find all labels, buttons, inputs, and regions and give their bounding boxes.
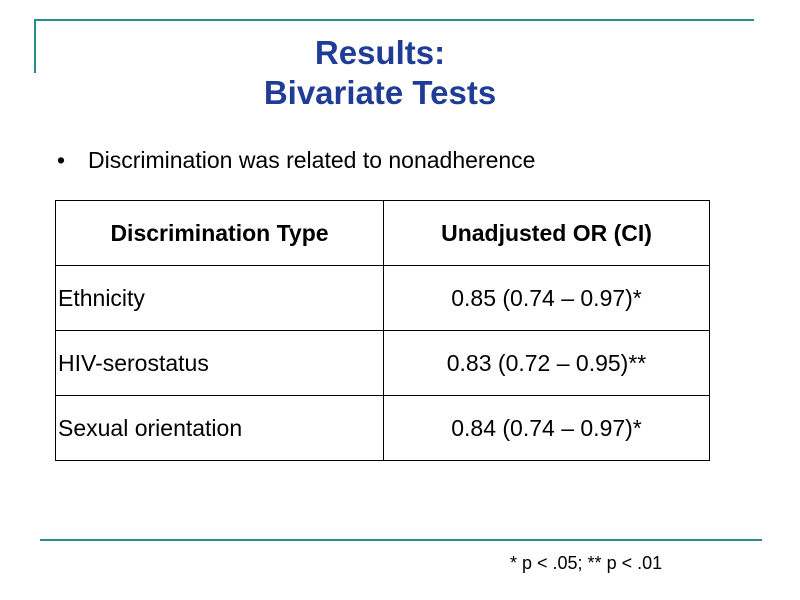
odds-ratio-cell: 0.83 (0.72 – 0.95)** bbox=[383, 330, 710, 396]
discrimination-type-cell: Sexual orientation bbox=[55, 395, 384, 461]
table-row: Sexual orientation 0.84 (0.74 – 0.97)* bbox=[55, 395, 710, 461]
odds-ratio-cell: 0.84 (0.74 – 0.97)* bbox=[383, 395, 710, 461]
table-row: Ethnicity 0.85 (0.74 – 0.97)* bbox=[55, 265, 710, 331]
top-rule bbox=[34, 19, 754, 21]
results-table: Discrimination Type Unadjusted OR (CI) E… bbox=[55, 200, 710, 461]
column-header-discrimination-type: Discrimination Type bbox=[55, 200, 384, 266]
table-header-row: Discrimination Type Unadjusted OR (CI) bbox=[55, 200, 710, 266]
discrimination-type-cell: HIV-serostatus bbox=[55, 330, 384, 396]
bottom-rule bbox=[40, 539, 762, 541]
title-line-1: Results: bbox=[314, 34, 446, 71]
slide-title: Results: Bivariate Tests bbox=[0, 33, 760, 113]
column-header-unadjusted-or: Unadjusted OR (CI) bbox=[383, 200, 710, 266]
bullet-icon: • bbox=[57, 147, 66, 173]
bullet-text: Discrimination was related to nonadheren… bbox=[88, 147, 536, 173]
title-line-2: Bivariate Tests bbox=[263, 74, 497, 111]
bullet-point: • Discrimination was related to nonadhere… bbox=[57, 145, 535, 175]
table-row: HIV-serostatus 0.83 (0.72 – 0.95)** bbox=[55, 330, 710, 396]
left-rule bbox=[34, 19, 36, 73]
discrimination-type-cell: Ethnicity bbox=[55, 265, 384, 331]
odds-ratio-cell: 0.85 (0.74 – 0.97)* bbox=[383, 265, 710, 331]
significance-footnote: * p < .05; ** p < .01 bbox=[510, 553, 663, 573]
